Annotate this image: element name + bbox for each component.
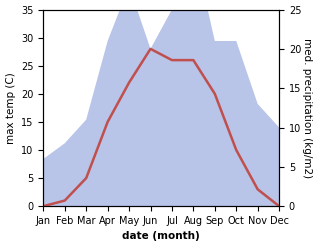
Y-axis label: max temp (C): max temp (C)	[5, 72, 16, 144]
Y-axis label: med. precipitation (kg/m2): med. precipitation (kg/m2)	[302, 38, 313, 178]
X-axis label: date (month): date (month)	[122, 231, 200, 242]
